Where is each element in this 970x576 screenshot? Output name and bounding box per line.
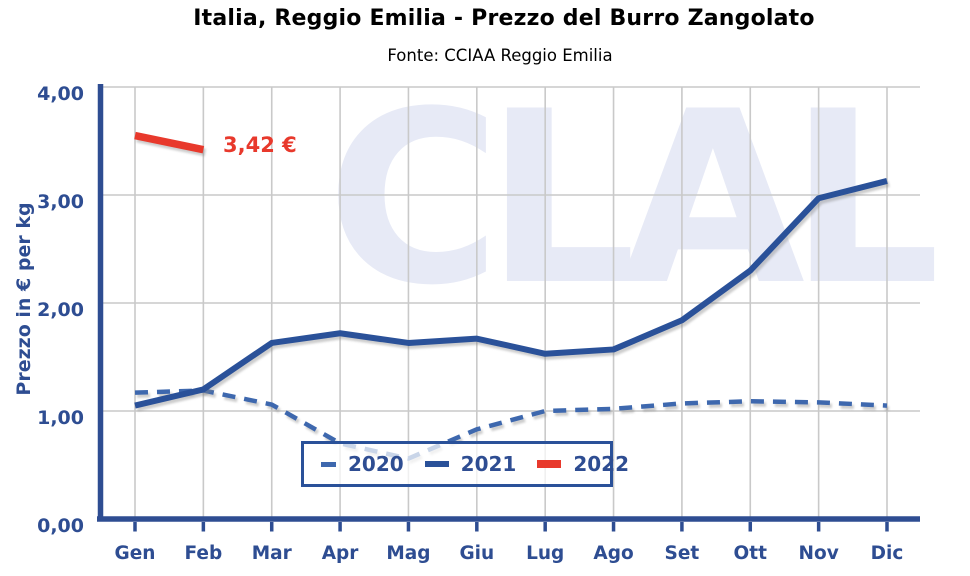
legend-item-2020: 2020 [321,454,404,474]
x-tick-label: Gen [115,543,156,564]
y-tick-label: 0,00 [37,515,84,537]
legend-label-2021: 2021 [460,452,517,476]
legend-label-2020: 2020 [348,452,404,476]
x-tick-label: Apr [322,543,360,564]
x-tick-label: Feb [185,543,223,564]
x-tick-label: Mag [386,543,430,564]
legend-item-2021: 2021 [424,452,517,476]
x-tick-label: Dic [871,543,904,564]
clal-watermark: CLAL [326,60,940,338]
y-axis-labels: 0,00 1,00 2,00 3,00 4,00 [37,83,84,537]
x-tick-label: Ago [593,543,633,564]
x-tick-label: Giu [459,543,494,564]
legend-marker-2021-line-icon [424,461,449,467]
legend-marker-2022-line-icon [537,460,562,468]
series-2020-line [134,388,888,461]
chart-title: Italia, Reggio Emilia - Prezzo del Burro… [193,6,815,31]
series-lines [134,131,888,461]
y-tick-label: 4,00 [37,83,84,105]
last-value-annotation: 3,42 € [223,133,297,157]
legend-label-2022: 2022 [573,452,630,476]
x-tick-label: Lug [526,543,564,564]
x-tick-label: Set [665,543,700,564]
y-tick-label: 2,00 [37,299,84,321]
series-2022-line [134,131,205,154]
x-tick-label: Mar [252,543,293,564]
series-2021-line [134,178,888,409]
axes [97,84,920,532]
x-tick-label: Ott [734,543,768,564]
legend-item-2022: 2022 [537,454,629,474]
chart-subtitle: Fonte: CCIAA Reggio Emilia [387,46,613,65]
x-tick-label: Nov [799,543,839,564]
legend-marker-2020-dash-icon [321,461,336,467]
y-axis-title: Prezzo in € per kg [13,202,35,396]
y-tick-label: 1,00 [37,407,84,429]
x-axis-labels: Gen Feb Mar Apr Mag Giu Lug Ago Set Ott Nov Dic [115,543,904,564]
y-tick-label: 3,00 [37,191,84,213]
legend: 2020 2021 2022 [301,441,629,487]
